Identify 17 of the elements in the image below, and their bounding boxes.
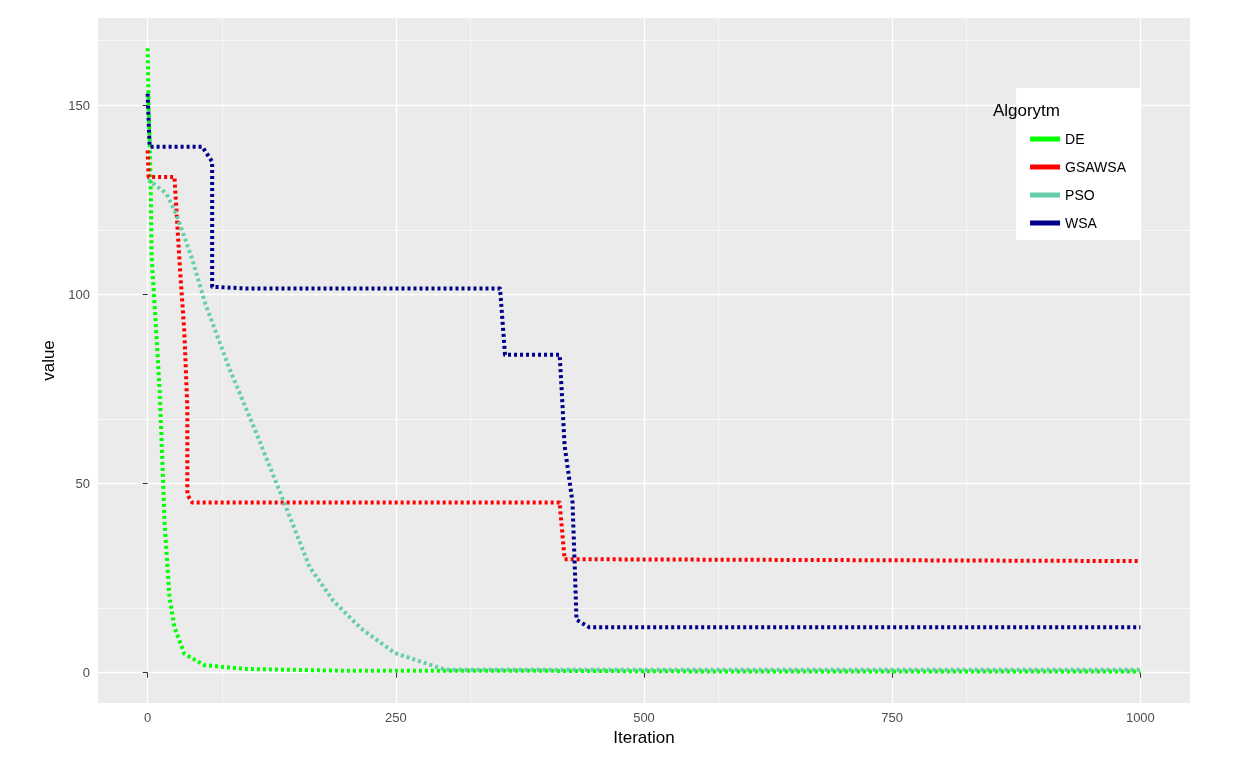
y-tick-label: 100 [68, 286, 90, 302]
x-tick-label: 500 [633, 710, 655, 725]
y-tick-label: 150 [68, 97, 90, 113]
y-tick-label: 0 [82, 665, 90, 681]
legend-label: PSO [1065, 187, 1095, 203]
x-axis-title: Iteration [613, 727, 675, 747]
legend-label: DE [1065, 131, 1085, 147]
x-tick-label: 1000 [1125, 710, 1155, 725]
x-tick-label: 0 [144, 710, 152, 725]
legend-label: GSAWSA [1065, 159, 1127, 175]
y-axis-title: value [39, 340, 59, 381]
legend-label: WSA [1065, 215, 1098, 231]
y-tick-label: 50 [75, 476, 90, 491]
legend-title: Algorytm [992, 101, 1061, 120]
line-series [145, 178, 1143, 672]
x-tick-label: 750 [881, 710, 904, 725]
x-tick-label: 250 [384, 710, 407, 725]
